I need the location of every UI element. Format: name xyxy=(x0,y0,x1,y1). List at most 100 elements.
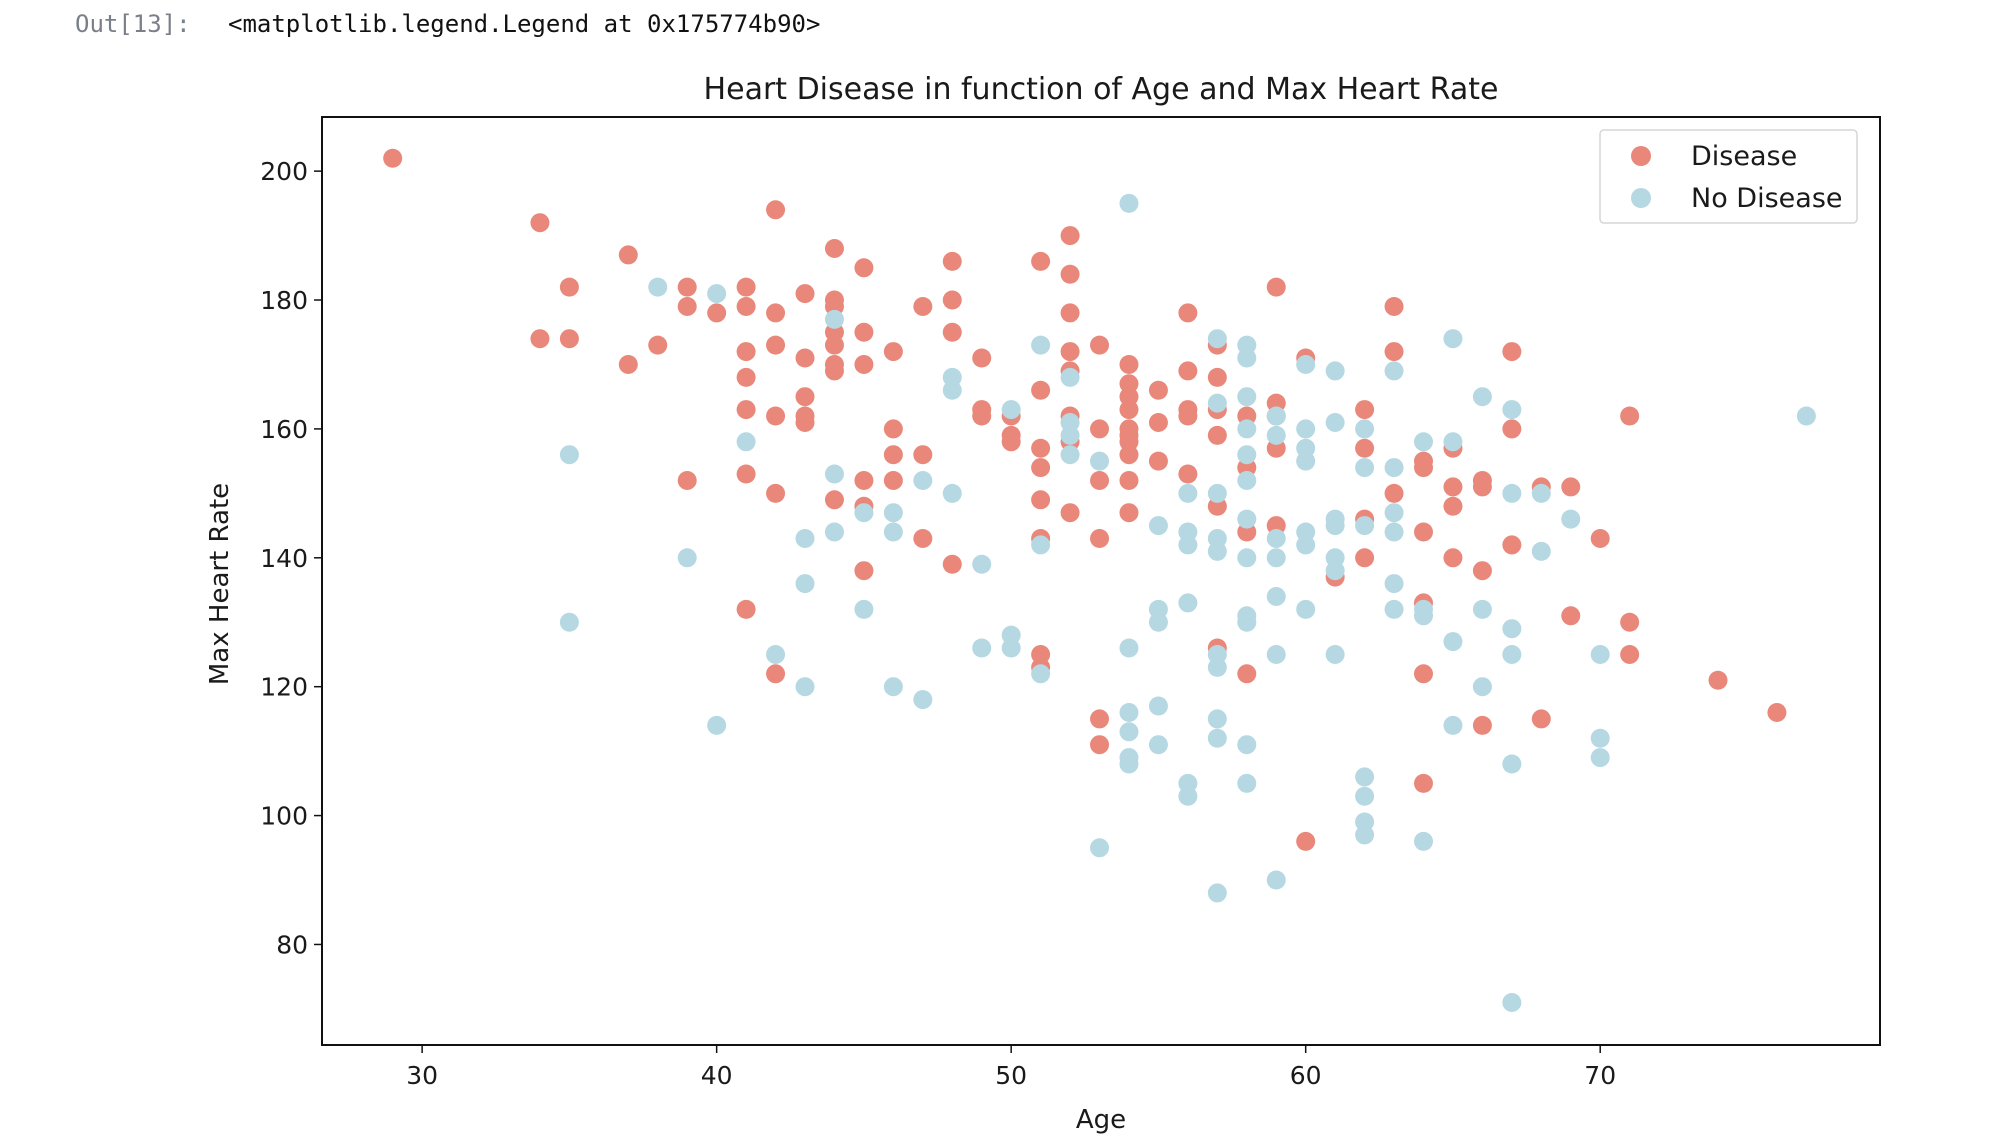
point-no-disease xyxy=(795,528,815,548)
point-no-disease xyxy=(736,432,756,452)
point-no-disease xyxy=(1443,632,1463,652)
point-disease xyxy=(1502,419,1522,439)
legend-label-no-disease: No Disease xyxy=(1691,183,1843,214)
point-disease xyxy=(1620,644,1640,664)
point-no-disease xyxy=(1148,735,1168,755)
point-no-disease xyxy=(942,380,962,400)
point-no-disease xyxy=(1207,329,1227,349)
point-disease xyxy=(1384,483,1404,503)
point-no-disease xyxy=(1237,470,1257,490)
point-disease xyxy=(1561,606,1581,626)
y-tick-label: 100 xyxy=(260,802,308,831)
point-no-disease xyxy=(707,715,727,735)
point-disease xyxy=(766,303,786,323)
point-no-disease xyxy=(972,554,992,574)
point-disease xyxy=(883,470,903,490)
point-disease xyxy=(383,148,403,168)
point-no-disease xyxy=(1178,483,1198,503)
point-no-disease xyxy=(1266,644,1286,664)
point-disease xyxy=(1296,831,1316,851)
point-disease xyxy=(766,483,786,503)
point-disease xyxy=(913,445,933,465)
point-no-disease xyxy=(1443,715,1463,735)
point-disease xyxy=(854,354,874,374)
x-tick-label: 70 xyxy=(1584,1061,1616,1090)
point-disease xyxy=(1148,412,1168,432)
point-no-disease xyxy=(1384,574,1404,594)
point-disease xyxy=(1031,490,1051,510)
point-no-disease xyxy=(1472,677,1492,697)
point-disease xyxy=(1502,535,1522,555)
point-no-disease xyxy=(1207,541,1227,561)
point-no-disease xyxy=(1090,838,1110,858)
point-no-disease xyxy=(1237,509,1257,529)
point-disease xyxy=(766,200,786,220)
point-no-disease xyxy=(942,483,962,503)
point-no-disease xyxy=(766,644,786,664)
point-no-disease xyxy=(1060,445,1080,465)
point-no-disease xyxy=(913,690,933,710)
legend-frame xyxy=(1599,129,1858,224)
point-disease xyxy=(1060,342,1080,362)
point-disease xyxy=(677,277,697,297)
point-no-disease xyxy=(1502,992,1522,1012)
point-disease xyxy=(677,470,697,490)
point-disease xyxy=(1413,773,1433,793)
point-disease xyxy=(1472,561,1492,581)
point-disease xyxy=(1502,342,1522,362)
point-no-disease xyxy=(1413,432,1433,452)
point-no-disease xyxy=(1325,644,1345,664)
point-disease xyxy=(559,277,579,297)
point-disease xyxy=(1355,400,1375,420)
point-disease xyxy=(1531,709,1551,729)
point-disease xyxy=(1266,277,1286,297)
point-no-disease xyxy=(1531,483,1551,503)
point-no-disease xyxy=(1001,400,1021,420)
chart-title: Heart Disease in function of Age and Max… xyxy=(704,72,1499,107)
point-disease xyxy=(1590,528,1610,548)
point-no-disease xyxy=(1325,412,1345,432)
point-no-disease xyxy=(854,599,874,619)
point-disease xyxy=(942,251,962,271)
x-tick-label: 30 xyxy=(406,1061,438,1090)
point-disease xyxy=(736,367,756,387)
point-disease xyxy=(1119,503,1139,523)
point-disease xyxy=(736,296,756,316)
point-disease xyxy=(1620,612,1640,632)
point-disease xyxy=(1207,425,1227,445)
point-disease xyxy=(1443,496,1463,516)
point-disease xyxy=(795,412,815,432)
y-tick-label: 120 xyxy=(260,673,308,702)
point-no-disease xyxy=(1148,516,1168,536)
legend-label-disease: Disease xyxy=(1691,141,1797,172)
point-disease xyxy=(1472,715,1492,735)
point-disease xyxy=(1031,438,1051,458)
point-no-disease xyxy=(1266,586,1286,606)
point-no-disease xyxy=(1237,735,1257,755)
point-disease xyxy=(1413,664,1433,684)
point-no-disease xyxy=(824,464,844,484)
point-no-disease xyxy=(1031,664,1051,684)
point-disease xyxy=(1413,458,1433,478)
point-no-disease xyxy=(795,677,815,697)
point-no-disease xyxy=(1325,561,1345,581)
point-disease xyxy=(1384,342,1404,362)
point-disease xyxy=(677,296,697,316)
x-axis-label: Age xyxy=(1076,1105,1126,1135)
point-no-disease xyxy=(1384,458,1404,478)
point-disease xyxy=(559,329,579,349)
point-no-disease xyxy=(1472,599,1492,619)
point-no-disease xyxy=(1060,425,1080,445)
point-no-disease xyxy=(1590,644,1610,664)
point-disease xyxy=(1031,458,1051,478)
x-tick-label: 40 xyxy=(701,1061,733,1090)
point-no-disease xyxy=(1502,619,1522,639)
point-disease xyxy=(942,290,962,310)
point-no-disease xyxy=(1119,193,1139,213)
point-no-disease xyxy=(1590,728,1610,748)
point-no-disease xyxy=(1502,644,1522,664)
point-disease xyxy=(530,329,550,349)
point-no-disease xyxy=(1355,419,1375,439)
point-disease xyxy=(824,361,844,381)
point-disease xyxy=(1090,709,1110,729)
